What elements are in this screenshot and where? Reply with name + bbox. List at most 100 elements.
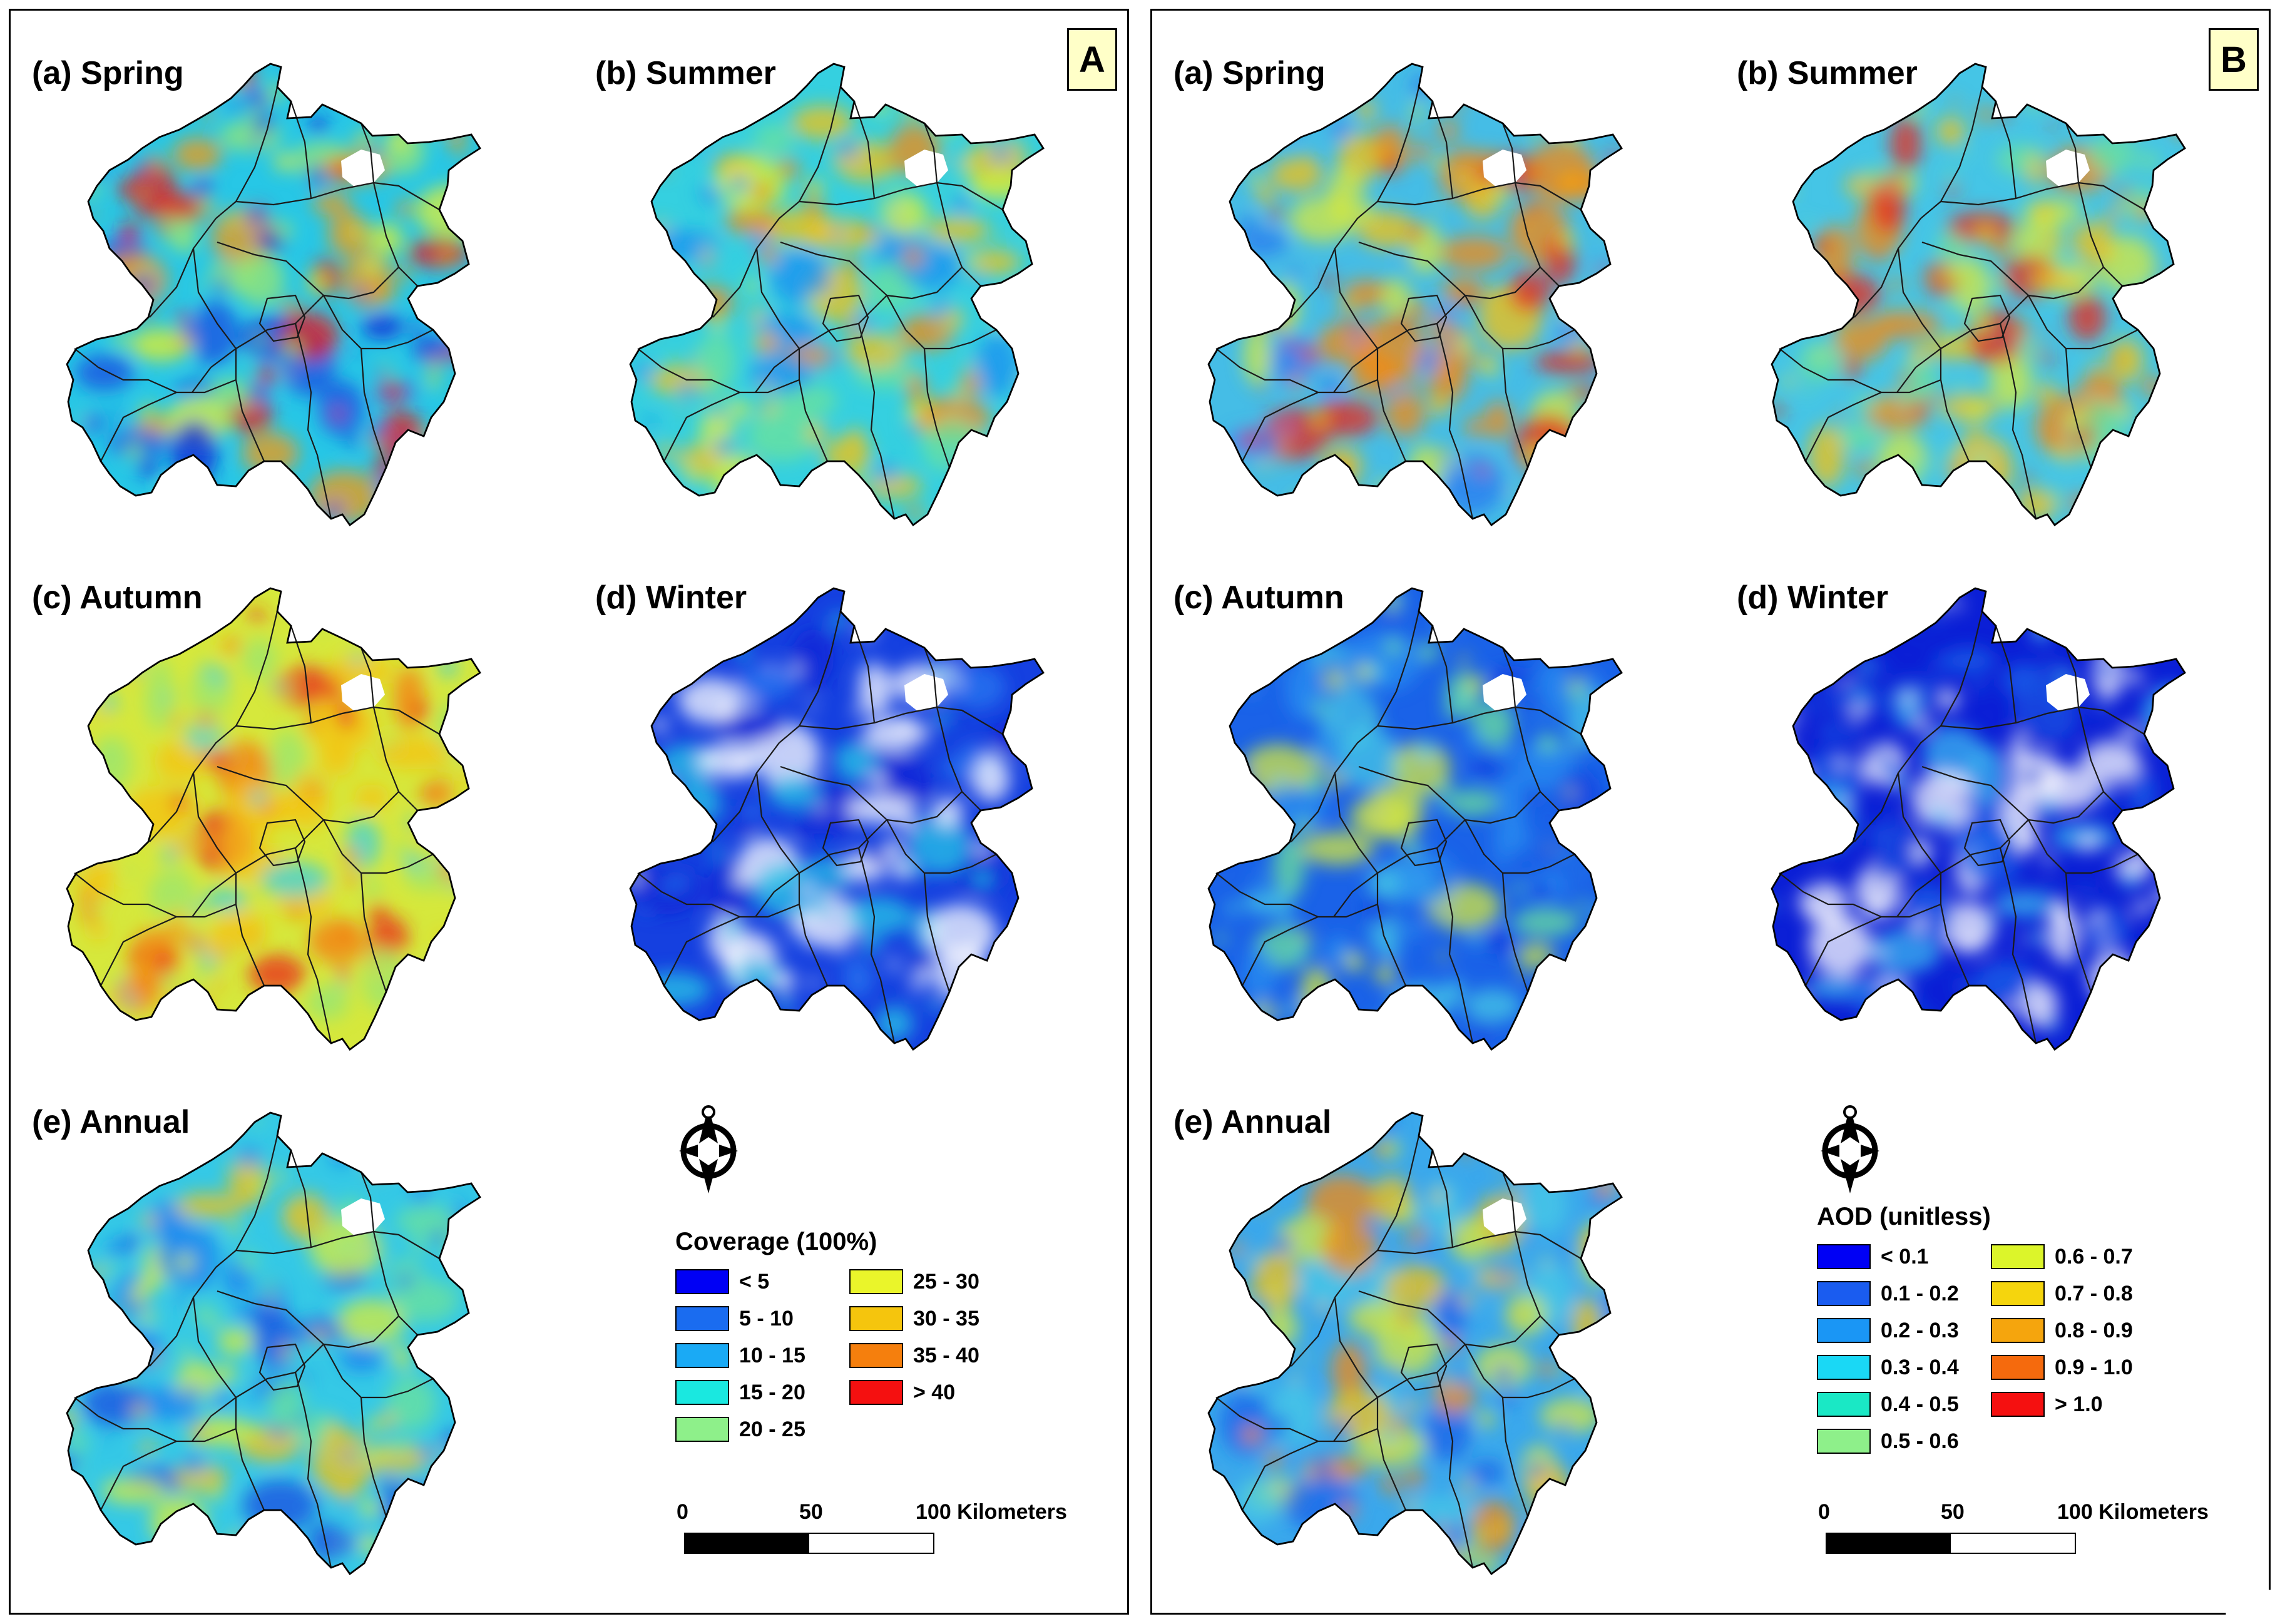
- legend-label: < 0.1: [1881, 1245, 1929, 1269]
- legend-swatch: [1817, 1281, 1871, 1306]
- legend-item: 0.4 - 0.5: [1817, 1391, 1959, 1417]
- scale-label-zero: 0: [677, 1500, 688, 1524]
- legend-item: 0.5 - 0.6: [1817, 1428, 1959, 1454]
- legend-swatch: [675, 1269, 729, 1294]
- map-spring: [48, 54, 499, 530]
- map-summer: [1753, 54, 2204, 530]
- legend-item: 15 - 20: [675, 1379, 805, 1406]
- legend-item: < 0.1: [1817, 1244, 1929, 1270]
- legend-label: 0.6 - 0.7: [2055, 1245, 2133, 1269]
- scale-segment-white: [808, 1533, 934, 1554]
- map-raster: [611, 579, 1062, 1055]
- legend-item: 0.6 - 0.7: [1991, 1244, 2133, 1270]
- map-raster: [1190, 579, 1640, 1055]
- legend-title: AOD (unitless): [1817, 1203, 1991, 1231]
- map-raster: [48, 54, 499, 530]
- legend-swatch: [849, 1380, 903, 1405]
- legend-swatch: [1817, 1244, 1871, 1269]
- legend-item: > 1.0: [1991, 1391, 2103, 1417]
- legend-swatch: [1817, 1429, 1871, 1454]
- legend-swatch: [1991, 1281, 2045, 1306]
- north-arrow-icon: [668, 1100, 749, 1193]
- map-raster: [1753, 579, 2204, 1055]
- map-raster: [1190, 1103, 1640, 1579]
- panel-label: B: [2209, 28, 2259, 91]
- legend-item: < 5: [675, 1269, 769, 1295]
- legend-item: 30 - 35: [849, 1305, 979, 1332]
- legend-item: 5 - 10: [675, 1305, 794, 1332]
- legend-label: 5 - 10: [739, 1307, 794, 1331]
- legend-label: > 40: [913, 1381, 955, 1405]
- scale-label-mid: 50: [799, 1500, 823, 1524]
- legend-label: 20 - 25: [739, 1417, 805, 1442]
- legend-swatch: [1991, 1318, 2045, 1343]
- legend-label: 0.1 - 0.2: [1881, 1282, 1959, 1306]
- legend-item: 0.1 - 0.2: [1817, 1280, 1959, 1307]
- legend-swatch: [1817, 1355, 1871, 1380]
- legend-label: 35 - 40: [913, 1344, 979, 1368]
- north-arrow-icon: [1809, 1100, 1891, 1193]
- map-raster: [1190, 54, 1640, 530]
- legend-label: > 1.0: [2055, 1392, 2103, 1417]
- legend-item: 0.7 - 0.8: [1991, 1280, 2133, 1307]
- legend-swatch: [675, 1306, 729, 1331]
- legend-swatch: [1991, 1392, 2045, 1417]
- legend-item: 25 - 30: [849, 1269, 979, 1295]
- legend-swatch: [849, 1269, 903, 1294]
- map-raster: [611, 54, 1062, 530]
- legend-swatch: [1817, 1318, 1871, 1343]
- scale-segment-black: [684, 1533, 809, 1554]
- scale-segment-white: [1950, 1533, 2076, 1554]
- map-annual: [48, 1103, 499, 1579]
- legend-label: 0.4 - 0.5: [1881, 1392, 1959, 1417]
- legend-title: Coverage (100%): [675, 1228, 877, 1256]
- legend-swatch: [675, 1343, 729, 1368]
- panel-b: B (a) Spring (b) Summer (c) Autumn (d) W…: [1150, 9, 2271, 1615]
- map-autumn: [1190, 579, 1640, 1055]
- map-autumn: [48, 579, 499, 1055]
- map-spring: [1190, 54, 1640, 530]
- legend-swatch: [1817, 1392, 1871, 1417]
- legend-swatch: [675, 1417, 729, 1442]
- map-annual: [1190, 1103, 1640, 1579]
- legend-item: 0.2 - 0.3: [1817, 1317, 1959, 1344]
- legend-swatch: [849, 1306, 903, 1331]
- legend-label: 0.3 - 0.4: [1881, 1356, 1959, 1380]
- legend-item: 0.3 - 0.4: [1817, 1354, 1959, 1381]
- panel-label: A: [1067, 28, 1117, 91]
- map-winter: [1753, 579, 2204, 1055]
- legend-label: 0.9 - 1.0: [2055, 1356, 2133, 1380]
- legend-item: 10 - 15: [675, 1342, 805, 1369]
- legend-label: 0.5 - 0.6: [1881, 1429, 1959, 1454]
- legend-item: > 40: [849, 1379, 955, 1406]
- legend-label: 25 - 30: [913, 1270, 979, 1294]
- map-raster: [48, 579, 499, 1055]
- scale-bar: 0 50 100 Kilometers: [1818, 1500, 2081, 1569]
- scale-bar: 0 50 100 Kilometers: [677, 1500, 939, 1569]
- scale-label-end: 100 Kilometers: [2057, 1500, 2209, 1524]
- legend-label: 0.2 - 0.3: [1881, 1319, 1959, 1343]
- legend-item: 20 - 25: [675, 1416, 805, 1443]
- legend-label: < 5: [739, 1270, 769, 1294]
- legend-item: 35 - 40: [849, 1342, 979, 1369]
- legend-item: 0.9 - 1.0: [1991, 1354, 2133, 1381]
- legend-swatch: [849, 1343, 903, 1368]
- legend-label: 30 - 35: [913, 1307, 979, 1331]
- legend-swatch: [1991, 1355, 2045, 1380]
- scale-segment-black: [1826, 1533, 1951, 1554]
- scale-label-end: 100 Kilometers: [916, 1500, 1067, 1524]
- legend-item: 0.8 - 0.9: [1991, 1317, 2133, 1344]
- map-summer: [611, 54, 1062, 530]
- map-raster: [1753, 54, 2204, 530]
- map-raster: [48, 1103, 499, 1579]
- legend-label: 15 - 20: [739, 1381, 805, 1405]
- map-winter: [611, 579, 1062, 1055]
- legend-label: 10 - 15: [739, 1344, 805, 1368]
- legend-label: 0.8 - 0.9: [2055, 1319, 2133, 1343]
- scale-label-mid: 50: [1941, 1500, 1965, 1524]
- legend-label: 0.7 - 0.8: [2055, 1282, 2133, 1306]
- legend-swatch: [1991, 1244, 2045, 1269]
- scale-label-zero: 0: [1818, 1500, 1830, 1524]
- panel-a: A (a) Spring (b) Summer (c) Autumn (d) W…: [9, 9, 1129, 1615]
- legend-swatch: [675, 1380, 729, 1405]
